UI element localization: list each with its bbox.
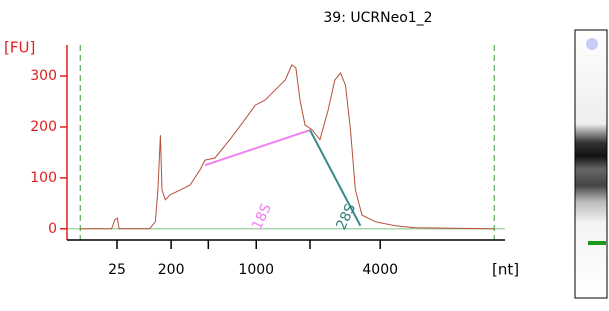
page: 39: UCRNeo1_2 [FU] [nt] 0 100 200 300 25 200 1… [0,0,609,307]
x-tick-label: 25 [108,262,126,278]
lane-marker-band [588,241,606,245]
x-tick-label: 1000 [238,262,274,278]
y-tick-label: 100 [30,170,57,186]
annotation: 18S [249,201,275,232]
x-tick-label: 4000 [362,262,398,278]
fragment-line [205,130,310,165]
lane-frame [575,30,607,298]
y-axis-label: [FU] [4,39,35,57]
x-axis-label: [nt] [492,261,519,279]
y-tick-label: 200 [30,119,57,135]
x-tick-label: 200 [158,262,185,278]
y-tick-label: 0 [48,221,57,237]
lane-marker-dot [586,38,598,50]
gel-lane [575,30,607,298]
chart: 39: UCRNeo1_2 [FU] [nt] 0 100 200 300 25 200 1… [0,0,609,307]
trace-line [80,65,494,229]
y-tick-label: 300 [30,68,57,84]
chart-title: 39: UCRNeo1_2 [323,10,432,26]
